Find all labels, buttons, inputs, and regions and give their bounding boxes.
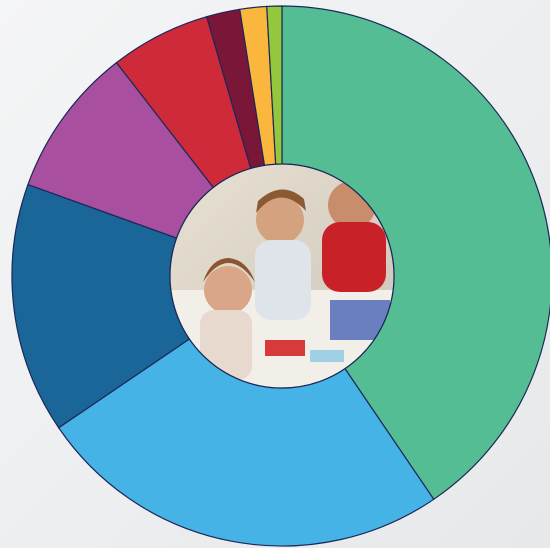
chart (0, 0, 550, 548)
page (0, 0, 550, 548)
